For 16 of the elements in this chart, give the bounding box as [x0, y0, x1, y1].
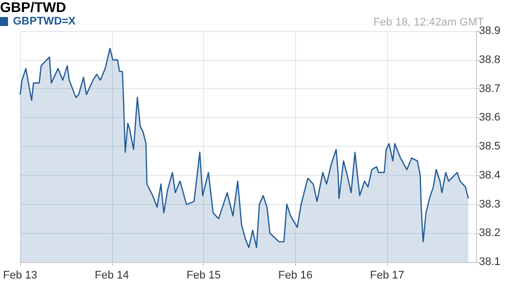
y-tick-label: 38.4 — [479, 169, 500, 182]
y-tick-label: 38.9 — [479, 25, 500, 37]
y-tick-label: 38.3 — [479, 198, 500, 210]
x-tick-label: Feb 14 — [94, 270, 129, 282]
y-tick-label: 38.2 — [479, 227, 500, 240]
y-tick-label: 38.6 — [479, 112, 500, 124]
legend-label: GBPTWD=X — [13, 16, 76, 28]
y-tick-label: 38.5 — [479, 140, 500, 152]
y-tick-label: 38.1 — [479, 256, 500, 268]
y-tick-label: 38.7 — [479, 82, 500, 95]
y-tick-label: 38.8 — [479, 54, 500, 66]
x-tick-label: Feb 17 — [370, 270, 404, 282]
x-tick-label: Feb 16 — [278, 270, 312, 282]
chart-title: GBP/TWD — [0, 0, 66, 15]
x-tick-label: Feb 15 — [186, 270, 221, 282]
x-tick-label: Feb 13 — [3, 270, 38, 282]
